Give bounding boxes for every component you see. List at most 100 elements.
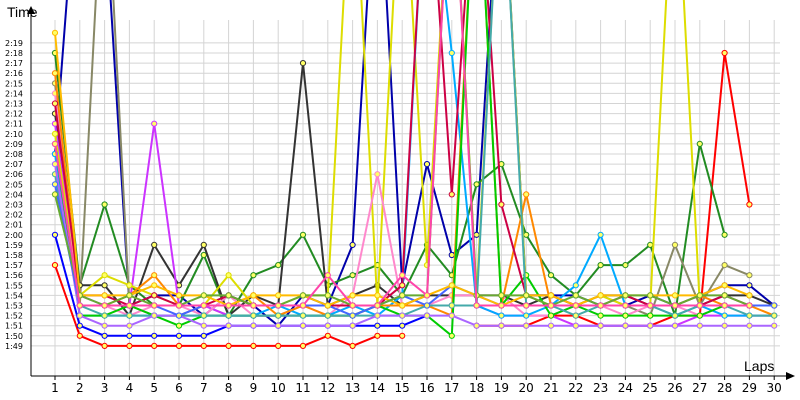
- data-point: [225, 342, 232, 349]
- data-point: [101, 282, 108, 289]
- data-point: [200, 312, 207, 319]
- data-point: [523, 322, 530, 329]
- data-point: [349, 302, 356, 309]
- data-point: [721, 231, 728, 238]
- data-point: [498, 201, 505, 208]
- data-point: [622, 322, 629, 329]
- data-point: [696, 140, 703, 147]
- y-tick-label: 1:50: [5, 332, 23, 341]
- y-tick-label: 1:55: [5, 281, 23, 290]
- data-point: [572, 322, 579, 329]
- data-point: [399, 312, 406, 319]
- data-point: [151, 241, 158, 248]
- series-20: [51, 0, 753, 309]
- data-point: [275, 292, 282, 299]
- x-tick-label: 17: [444, 381, 459, 395]
- x-tick-label: 25: [643, 381, 658, 395]
- data-point: [324, 312, 331, 319]
- x-tick-label: 10: [271, 381, 286, 395]
- data-point: [647, 322, 654, 329]
- data-point: [126, 332, 133, 339]
- data-point: [200, 241, 207, 248]
- data-point: [151, 342, 158, 349]
- data-point: [696, 302, 703, 309]
- y-tick-label: 2:15: [5, 79, 23, 88]
- y-tick-label: 2:06: [5, 170, 23, 179]
- y-tick-label: 2:04: [5, 190, 23, 199]
- data-point: [721, 292, 728, 299]
- y-tick-label: 1:54: [5, 291, 23, 300]
- data-point: [771, 322, 778, 329]
- data-point: [101, 342, 108, 349]
- y-tick-label: 2:02: [5, 211, 23, 220]
- data-point: [51, 181, 59, 188]
- data-point: [647, 302, 654, 309]
- y-tick-label: 2:19: [5, 39, 23, 48]
- data-point: [399, 302, 406, 309]
- data-point: [175, 332, 183, 339]
- x-tick-label: 13: [345, 381, 360, 395]
- y-axis-title: Time: [7, 4, 38, 20]
- data-point: [151, 332, 158, 339]
- data-point: [374, 312, 381, 319]
- x-axis-arrow: [786, 372, 795, 380]
- data-point: [175, 302, 183, 309]
- data-point: [250, 302, 257, 309]
- y-tick-label: 2:12: [5, 110, 23, 119]
- y-axis-arrow: [27, 6, 35, 14]
- data-point: [423, 302, 431, 309]
- data-point: [721, 322, 728, 329]
- data-point: [151, 120, 158, 127]
- data-point: [671, 322, 679, 329]
- data-point: [151, 312, 158, 319]
- data-point: [126, 342, 133, 349]
- y-tick-label: 2:18: [5, 49, 23, 58]
- data-point: [473, 181, 480, 188]
- series-line: [54, 163, 775, 327]
- data-point: [51, 29, 59, 36]
- x-tick-label: 7: [200, 381, 208, 395]
- data-point: [51, 231, 59, 238]
- y-tick-label: 2:10: [5, 130, 23, 139]
- data-point: [151, 292, 158, 299]
- data-point: [746, 322, 753, 329]
- data-point: [746, 282, 753, 289]
- data-point: [671, 241, 679, 248]
- x-tick-label: 30: [767, 381, 782, 395]
- data-point: [51, 100, 59, 107]
- data-point: [572, 312, 579, 319]
- x-tick-label: 21: [543, 381, 558, 395]
- data-point: [622, 292, 629, 299]
- data-point: [76, 302, 83, 309]
- data-point: [547, 312, 555, 319]
- data-point: [622, 262, 629, 269]
- data-point: [175, 322, 183, 329]
- data-point: [101, 272, 108, 279]
- data-point: [76, 312, 83, 319]
- data-point: [671, 302, 679, 309]
- data-point: [324, 332, 331, 339]
- y-tick-label: 2:17: [5, 59, 23, 68]
- data-point: [299, 342, 307, 349]
- data-point: [647, 312, 654, 319]
- data-point: [746, 312, 753, 319]
- data-point: [399, 322, 406, 329]
- y-tick-label: 2:08: [5, 150, 23, 159]
- y-tick-label: 2:05: [5, 180, 23, 189]
- x-tick-label: 3: [101, 381, 109, 395]
- data-point: [597, 292, 604, 299]
- data-point: [721, 262, 728, 269]
- data-point: [399, 332, 406, 339]
- series-1: [51, 262, 406, 349]
- x-tick-label: 11: [295, 381, 310, 395]
- data-point: [746, 302, 753, 309]
- x-tick-label: 27: [692, 381, 707, 395]
- data-point: [275, 302, 282, 309]
- data-point: [721, 49, 728, 57]
- data-point: [498, 312, 505, 319]
- data-point: [622, 302, 629, 309]
- x-tick-label: 6: [175, 381, 183, 395]
- data-point: [423, 292, 431, 299]
- data-point: [101, 302, 108, 309]
- data-point: [250, 312, 257, 319]
